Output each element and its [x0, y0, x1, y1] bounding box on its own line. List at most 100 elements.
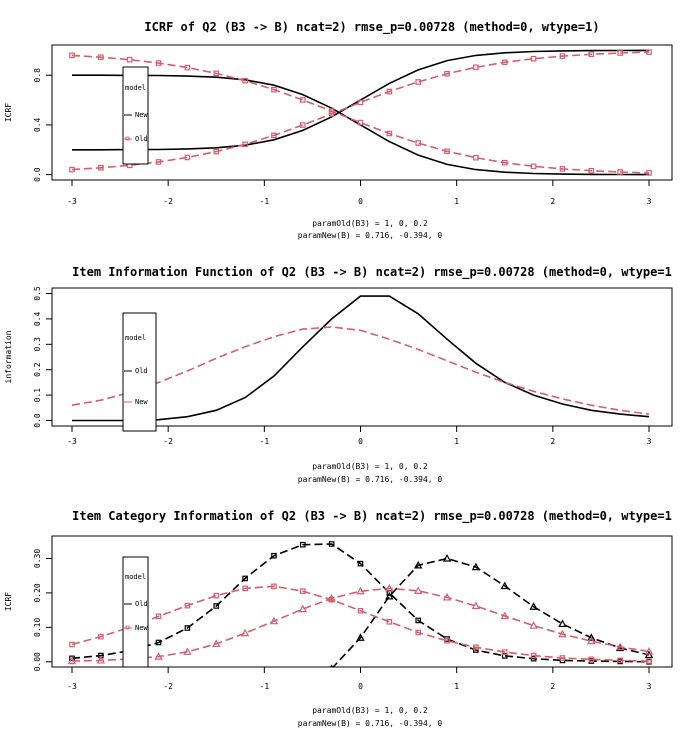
- data-point: [646, 170, 652, 176]
- data-point: [155, 639, 162, 646]
- series-4: [69, 49, 652, 173]
- data-point: [155, 613, 162, 620]
- chart-title: Item Information Function of Q2 (B3 -> B…: [72, 265, 672, 280]
- legend-entry: Old: [135, 600, 148, 608]
- y-axis-label: ICRF: [4, 103, 13, 122]
- data-point: [415, 140, 422, 146]
- data-point: [471, 562, 481, 571]
- legend-marker: [125, 625, 130, 630]
- data-point: [501, 649, 508, 655]
- data-point: [67, 656, 77, 665]
- legend-title: model: [125, 84, 146, 92]
- series-2: [71, 326, 650, 415]
- x-tick-label: 1: [454, 437, 459, 446]
- legend-title: model: [125, 573, 146, 581]
- data-point: [69, 641, 75, 648]
- legend-entry: Old: [135, 367, 148, 375]
- data-point: [559, 53, 566, 59]
- data-point: [154, 652, 163, 660]
- data-point: [385, 591, 394, 600]
- data-point: [184, 64, 191, 71]
- data-point: [356, 633, 365, 641]
- data-point: [558, 619, 567, 628]
- series-line: [72, 295, 650, 422]
- data-point: [327, 593, 336, 602]
- data-point: [529, 602, 538, 610]
- x-tick-label: 3: [647, 682, 652, 691]
- data-point: [269, 616, 279, 625]
- y-tick-label: 0.4: [33, 118, 42, 133]
- data-point: [413, 586, 423, 594]
- data-point: [184, 154, 191, 161]
- x-tick-label: -2: [163, 197, 173, 206]
- data-point: [271, 132, 277, 139]
- data-point: [501, 59, 508, 66]
- data-point: [328, 541, 335, 547]
- series-2: [330, 554, 654, 667]
- data-point: [213, 603, 220, 609]
- x-tick-label: -3: [67, 682, 77, 691]
- data-point: [155, 159, 162, 165]
- x-tick-label: -1: [260, 197, 270, 206]
- legend-box: [122, 556, 149, 668]
- data-point: [155, 60, 162, 66]
- series-3: [69, 583, 652, 664]
- series-line: [71, 51, 650, 171]
- x-tick-label: -3: [67, 197, 77, 206]
- y-tick-label: 0.30: [33, 549, 42, 568]
- data-point: [473, 154, 479, 161]
- data-point: [300, 588, 306, 594]
- data-point: [617, 50, 623, 56]
- data-point: [298, 604, 308, 613]
- legend-marker: [125, 136, 130, 141]
- y-tick-label: 0.3: [33, 337, 42, 352]
- data-point: [386, 619, 393, 625]
- data-point: [385, 583, 394, 592]
- data-point: [213, 70, 220, 77]
- param-line-2: paramNew(B) = 0.716, -0.394, 0: [298, 231, 443, 240]
- data-point: [588, 656, 595, 663]
- data-point: [617, 169, 623, 175]
- x-tick-label: -3: [67, 437, 77, 446]
- x-tick-label: -1: [260, 437, 270, 446]
- data-point: [357, 607, 364, 614]
- data-point: [413, 560, 423, 569]
- x-tick-label: 0: [358, 437, 363, 446]
- chart-panel-1: ICRF of Q2 (B3 -> B) ncat=2) rmse_p=0.00…: [4, 20, 673, 240]
- y-tick-label: 0.1: [33, 388, 42, 403]
- x-tick-label: 0: [358, 197, 363, 206]
- data-point: [559, 166, 566, 172]
- legend: model New Old: [122, 66, 149, 165]
- data-point: [646, 49, 652, 55]
- data-point: [126, 56, 133, 63]
- param-line-1: paramOld(B3) = 1, 0, 0.2: [312, 462, 428, 471]
- data-point: [356, 586, 365, 595]
- data-point: [587, 633, 596, 641]
- data-point: [242, 141, 248, 148]
- chart-title: ICRF of Q2 (B3 -> B) ncat=2) rmse_p=0.00…: [144, 20, 599, 35]
- data-point: [357, 560, 364, 567]
- series-3: [69, 52, 652, 176]
- y-tick-label: 0.5: [33, 286, 42, 301]
- data-point: [529, 621, 538, 629]
- data-point: [69, 166, 75, 173]
- x-tick-label: 1: [454, 682, 459, 691]
- chart-panel-3: Item Category Information of Q2 (B3 -> B…: [4, 509, 673, 728]
- x-tick-label: 0: [358, 682, 363, 691]
- data-point: [444, 70, 450, 77]
- data-point: [588, 167, 595, 174]
- legend: model Old New: [122, 312, 157, 432]
- series-line: [71, 587, 650, 662]
- data-point: [615, 642, 625, 651]
- data-point: [242, 585, 248, 592]
- data-point: [473, 644, 479, 651]
- plot-frame: [51, 44, 673, 181]
- series-line: [332, 557, 650, 667]
- plot-frame: [51, 287, 673, 427]
- data-point: [415, 629, 422, 636]
- data-point: [471, 601, 481, 610]
- data-point: [442, 592, 452, 601]
- series-line: [71, 585, 650, 662]
- x-tick-label: 1: [454, 197, 459, 206]
- data-point: [96, 655, 106, 664]
